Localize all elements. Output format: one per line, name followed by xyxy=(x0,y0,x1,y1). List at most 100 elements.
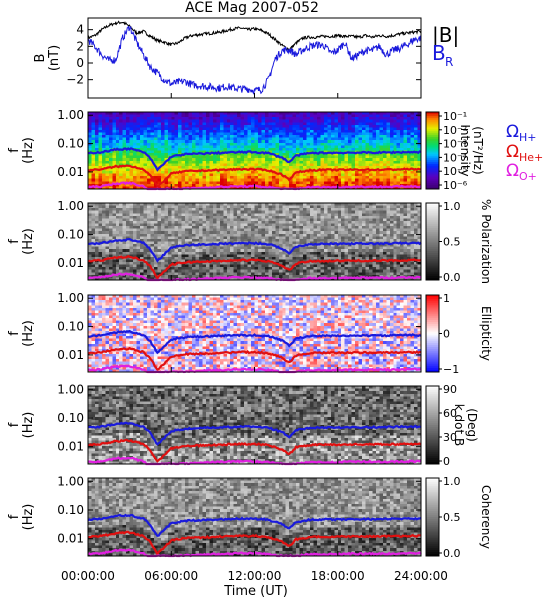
intensity-cell xyxy=(414,173,418,177)
intensity-cell xyxy=(313,158,318,162)
intensity-cell xyxy=(216,163,221,167)
intensity-cell xyxy=(233,145,238,149)
intensity-cell xyxy=(417,140,422,144)
intensity-cell xyxy=(212,142,217,146)
intensity-cell xyxy=(244,181,248,185)
polarization-cell xyxy=(320,220,325,224)
intensity-cell xyxy=(362,165,366,169)
intensity-cell xyxy=(202,112,207,115)
intensity-cell xyxy=(379,178,384,182)
polarization-cell xyxy=(153,269,158,273)
intensity-cell xyxy=(247,129,252,133)
intensity-cell xyxy=(275,163,280,167)
intensity-cell xyxy=(323,122,328,126)
intensity-cell xyxy=(126,124,131,128)
intensity-cell xyxy=(414,181,418,185)
polarization-cell xyxy=(323,226,328,230)
intensity-cell xyxy=(146,114,151,118)
polarization-cell xyxy=(167,262,172,265)
polarization-cell xyxy=(160,218,165,222)
polarization-cell xyxy=(299,238,304,242)
polarization-cell xyxy=(223,267,228,271)
polarization-cell xyxy=(278,269,283,273)
intensity-cell xyxy=(289,135,294,139)
intensity-cell xyxy=(261,165,266,169)
polarization-cell xyxy=(157,203,162,206)
polarization-cell xyxy=(310,223,314,227)
polarization-cell xyxy=(303,210,307,214)
intensity-cell xyxy=(313,171,318,174)
polarization-cell xyxy=(146,262,151,265)
polarization-cell xyxy=(185,213,189,217)
intensity-cell xyxy=(320,165,325,169)
intensity-cell xyxy=(330,173,335,177)
intensity-cell xyxy=(320,153,325,157)
intensity-cell xyxy=(344,145,349,149)
intensity-cell xyxy=(400,142,405,146)
polarization-cell xyxy=(209,249,214,253)
polarization-cell xyxy=(254,272,259,276)
polarization-cell xyxy=(133,233,137,237)
intensity-cell xyxy=(212,173,217,177)
polarization-cell xyxy=(299,226,304,230)
polarization-cell xyxy=(101,238,106,242)
intensity-cell xyxy=(178,137,183,141)
intensity-cell xyxy=(396,112,401,115)
polarization-cell xyxy=(192,241,196,245)
intensity-cell xyxy=(185,178,189,182)
intensity-cell xyxy=(101,158,106,162)
intensity-cell xyxy=(278,153,283,157)
polarization-cell xyxy=(146,220,151,224)
intensity-cell xyxy=(341,158,346,162)
intensity-cell xyxy=(320,135,325,139)
intensity-cell xyxy=(91,140,96,144)
intensity-cell xyxy=(296,168,300,172)
intensity-cell xyxy=(282,127,287,131)
intensity-cell xyxy=(330,181,335,185)
polarization-cell xyxy=(178,210,183,214)
polarization-cell xyxy=(188,205,193,209)
polarization-cell xyxy=(188,249,193,253)
polarization-cell xyxy=(157,238,162,242)
polarization-cell xyxy=(143,267,148,271)
polarization-cell xyxy=(244,249,248,253)
polarization-cell xyxy=(223,269,228,273)
intensity-cell xyxy=(146,150,151,154)
polarization-cell xyxy=(316,267,321,271)
polarization-cell xyxy=(136,218,141,222)
intensity-cell xyxy=(209,132,214,136)
intensity-cell xyxy=(389,117,394,121)
polarization-cell xyxy=(105,208,110,212)
intensity-cell xyxy=(344,129,349,133)
polarization-cell xyxy=(88,215,92,219)
intensity-cell xyxy=(171,112,176,115)
polarization-cell xyxy=(275,226,280,230)
intensity-cell xyxy=(368,153,373,157)
intensity-cell xyxy=(153,129,158,133)
intensity-cell xyxy=(157,163,162,167)
intensity-cell xyxy=(382,158,387,162)
intensity-cell xyxy=(337,137,342,141)
polarization-cell xyxy=(285,233,290,237)
polarization-cell xyxy=(257,249,262,253)
polarization-cell xyxy=(223,254,228,258)
intensity-cell xyxy=(261,163,266,167)
intensity-cell xyxy=(386,147,391,151)
intensity-cell xyxy=(296,176,300,180)
intensity-cell xyxy=(355,173,359,177)
polarization-cell xyxy=(247,215,252,219)
polarization-cell xyxy=(261,246,266,250)
polarization-cell xyxy=(264,267,269,271)
polarization-cell xyxy=(150,228,155,232)
polarization-cell xyxy=(292,244,297,248)
intensity-cell xyxy=(372,173,377,177)
intensity-cell xyxy=(375,114,380,118)
intensity-cell xyxy=(386,155,391,159)
intensity-cell xyxy=(362,147,366,151)
intensity-cell xyxy=(126,129,131,133)
intensity-cell xyxy=(129,160,134,164)
intensity-cell xyxy=(212,145,217,149)
intensity-cell xyxy=(355,178,359,182)
polarization-cell xyxy=(247,228,252,232)
intensity-cell xyxy=(292,112,297,115)
